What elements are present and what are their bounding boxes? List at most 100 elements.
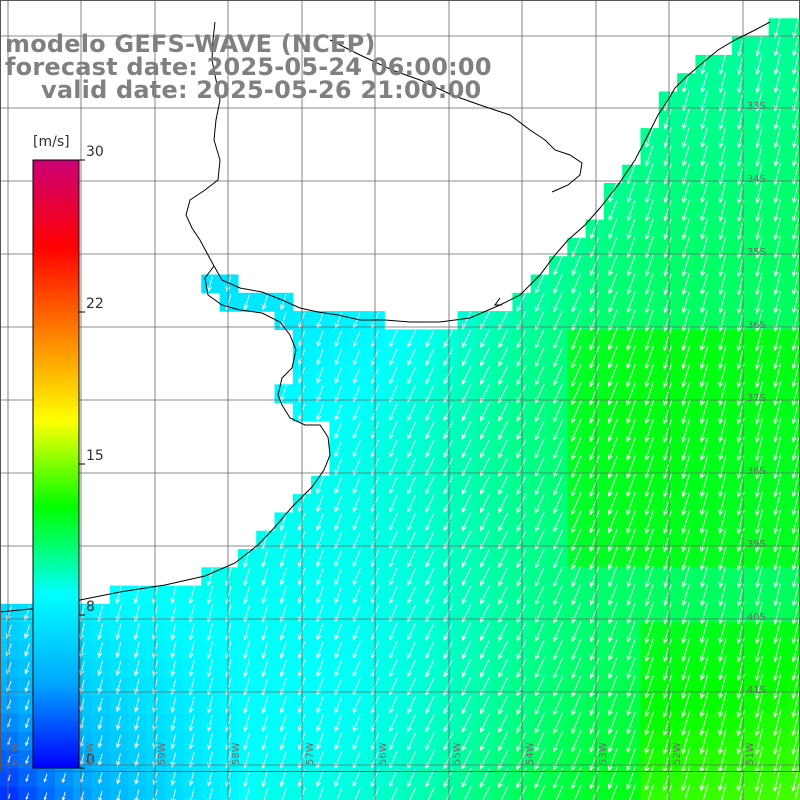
wind-arrow	[534, 767, 545, 789]
wind-arrow	[225, 641, 232, 659]
wind-arrow	[662, 765, 673, 792]
wind-arrow	[443, 402, 454, 422]
wind-arrow	[644, 710, 655, 736]
wind-arrow	[681, 765, 691, 792]
wind-arrow	[443, 348, 453, 367]
wind-arrow	[352, 732, 361, 751]
wind-arrow	[718, 491, 727, 516]
wind-arrow	[97, 716, 103, 731]
wind-arrow	[480, 366, 490, 386]
wind-arrow	[754, 655, 763, 681]
wind-arrow	[261, 769, 269, 788]
wind-arrow	[699, 656, 709, 681]
map-title: modelo GEFS-WAVE (NCEP)	[5, 30, 376, 58]
wind-arrow	[755, 35, 763, 57]
wind-arrow	[681, 454, 691, 480]
wind-cell	[475, 786, 495, 800]
wind-arrow	[261, 714, 269, 733]
wind-arrow	[334, 732, 343, 751]
wind-arrow	[407, 439, 417, 458]
wind-arrow	[206, 696, 214, 714]
wind-arrow	[791, 272, 800, 296]
wind-arrow	[574, 785, 582, 800]
latitude-label: 35S	[746, 247, 766, 258]
border-path	[185, 21, 583, 306]
wind-arrow	[243, 769, 250, 788]
wind-arrow	[25, 736, 30, 747]
wind-arrow	[791, 199, 800, 223]
wind-arrow	[607, 473, 618, 498]
wind-arrow	[571, 566, 582, 588]
wind-arrow	[407, 567, 417, 586]
wind-arrow	[553, 255, 563, 276]
wind-arrow	[188, 751, 195, 768]
wind-arrow	[607, 436, 618, 461]
wind-arrow	[681, 473, 691, 498]
wind-arrow	[681, 272, 690, 296]
wind-cell	[603, 786, 623, 800]
wind-arrow	[534, 566, 545, 587]
wind-arrow	[425, 695, 435, 715]
wind-arrow	[352, 330, 361, 348]
wind-arrow	[663, 584, 672, 607]
wind-arrow	[589, 400, 600, 424]
wind-arrow	[316, 476, 324, 495]
wind-arrow	[480, 347, 490, 367]
wind-arrow	[316, 586, 324, 605]
wind-arrow	[589, 363, 600, 388]
wind-arrow	[188, 788, 195, 800]
wind-arrow	[663, 273, 672, 296]
wind-arrow	[791, 436, 800, 462]
wind-arrow	[773, 710, 782, 737]
wind-arrow	[279, 512, 287, 532]
wind-arrow	[425, 348, 435, 367]
wind-arrow	[206, 622, 214, 641]
wind-arrow	[663, 163, 672, 185]
forecast-date: forecast date: 2025-05-24 06:00:00	[5, 53, 492, 81]
wind-arrow	[644, 418, 655, 443]
wind-arrow	[571, 492, 582, 516]
wind-arrow	[681, 491, 691, 516]
wind-arrow	[681, 710, 691, 736]
wind-arrow	[607, 363, 618, 388]
wind-arrow	[626, 473, 636, 498]
longitude-label: 54W	[525, 742, 536, 765]
wind-arrow	[718, 546, 727, 571]
wind-arrow	[645, 602, 654, 625]
wind-arrow	[116, 771, 121, 785]
wind-arrow	[663, 326, 673, 352]
colorbar-tick-label: 30	[86, 144, 104, 160]
wind-arrow	[607, 510, 618, 534]
wind-arrow	[699, 765, 709, 792]
wind-arrow	[134, 752, 140, 767]
wind-arrow	[334, 439, 343, 458]
wind-arrow	[700, 181, 708, 204]
wind-arrow	[261, 732, 269, 751]
longitude-label: 55W	[452, 742, 463, 765]
wind-arrow	[407, 421, 417, 440]
wind-arrow	[681, 181, 690, 204]
wind-arrow	[516, 365, 527, 386]
wind-arrow	[700, 218, 708, 241]
wind-arrow	[443, 640, 453, 660]
wind-arrow	[553, 511, 563, 533]
wind-arrow	[718, 199, 727, 222]
wind-arrow	[225, 585, 232, 605]
wind-cell	[256, 786, 276, 800]
wind-arrow	[663, 145, 672, 167]
wind-arrow	[571, 418, 582, 442]
colorbar-tick-label: 8	[86, 599, 95, 615]
wind-arrow	[699, 619, 709, 645]
wind-arrow	[589, 327, 600, 351]
wind-arrow	[626, 729, 636, 754]
wind-arrow	[755, 363, 763, 388]
wind-arrow	[24, 661, 30, 675]
wind-arrow	[608, 182, 618, 203]
wind-arrow	[535, 274, 545, 294]
wind-arrow	[700, 127, 708, 149]
wind-arrow	[626, 400, 636, 425]
wind-arrow	[316, 403, 324, 421]
wind-arrow	[97, 679, 103, 695]
wind-arrow	[791, 546, 800, 571]
